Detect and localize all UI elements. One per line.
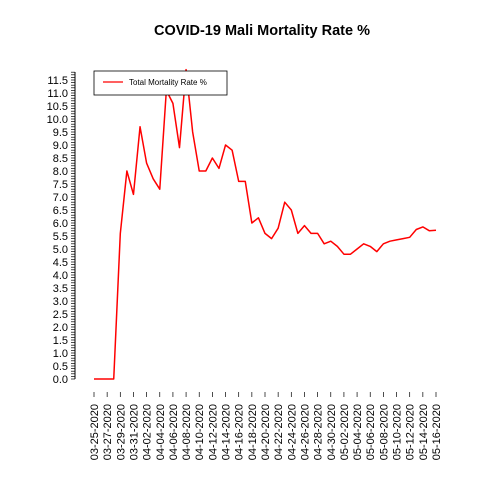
x-tick-label: 04-12-2020	[207, 404, 219, 460]
legend: Total Mortality Rate %	[94, 71, 227, 95]
legend-label: Total Mortality Rate %	[129, 78, 207, 87]
y-tick-label: 4.5	[53, 257, 68, 269]
x-tick-label: 05-12-2020	[405, 404, 417, 460]
x-tick-label: 05-06-2020	[365, 404, 377, 460]
y-axis: 0.00.51.01.52.02.53.03.54.04.55.05.56.06…	[47, 72, 75, 386]
y-tick-label: 3.0	[53, 296, 68, 308]
x-tick-label: 04-10-2020	[194, 404, 206, 460]
x-tick-label: 05-10-2020	[392, 404, 404, 460]
x-tick-label: 03-27-2020	[102, 404, 114, 460]
x-tick-label: 04-22-2020	[273, 404, 285, 460]
x-tick-label: 05-16-2020	[431, 404, 443, 460]
y-tick-label: 0.0	[53, 374, 68, 386]
x-tick-label: 04-28-2020	[313, 404, 325, 460]
x-tick-label: 04-16-2020	[234, 404, 246, 460]
x-tick-label: 05-08-2020	[378, 404, 390, 460]
y-tick-label: 4.0	[53, 270, 68, 282]
x-tick-label: 05-02-2020	[339, 404, 351, 460]
x-axis: 03-25-2020 03-27-2020 03-29-2020 03-31-2020…	[89, 392, 443, 460]
chart-title: COVID-19 Mali Mortality Rate %	[154, 23, 370, 39]
y-tick-label: 5.0	[53, 244, 68, 256]
y-tick-label: 1.5	[53, 335, 68, 347]
y-tick-label: 2.0	[53, 322, 68, 334]
y-tick-label: 9.0	[53, 140, 68, 152]
y-tick-label: 11.5	[47, 75, 68, 87]
x-tick-label: 05-14-2020	[418, 404, 430, 460]
x-tick-label: 04-26-2020	[299, 404, 311, 460]
x-tick-label: 04-14-2020	[221, 404, 233, 460]
y-tick-label: 6.0	[53, 218, 68, 230]
y-tick-label: 10.0	[47, 114, 68, 126]
x-tick-label: 03-31-2020	[128, 404, 140, 460]
x-tick-label: 04-20-2020	[260, 404, 272, 460]
y-tick-label: 9.5	[53, 127, 68, 139]
y-tick-label: 8.0	[53, 166, 68, 178]
x-tick-label: 04-06-2020	[168, 404, 180, 460]
x-tick-label: 04-30-2020	[326, 404, 338, 460]
y-tick-label: 5.5	[53, 231, 68, 243]
x-tick-label: 04-02-2020	[142, 404, 154, 460]
x-tick-label: 03-29-2020	[115, 404, 127, 460]
y-tick-label: 10.5	[47, 101, 68, 113]
series-line-total-mortality-rate	[94, 70, 436, 379]
y-tick-label: 2.5	[53, 309, 68, 321]
x-tick-label: 04-08-2020	[181, 404, 193, 460]
y-tick-label: 6.5	[53, 205, 68, 217]
x-tick-label: 04-04-2020	[155, 404, 167, 460]
y-tick-label: 11.0	[47, 88, 68, 100]
x-tick-label: 04-24-2020	[286, 404, 298, 460]
y-tick-label: 8.5	[53, 153, 68, 165]
x-tick-label: 05-04-2020	[352, 404, 364, 460]
y-tick-label: 7.0	[53, 192, 68, 204]
y-tick-label: 3.5	[53, 283, 68, 295]
x-tick-label: 04-18-2020	[247, 404, 259, 460]
y-tick-label: 0.5	[53, 361, 68, 373]
y-tick-label: 1.0	[53, 348, 68, 360]
series-layer	[94, 70, 436, 379]
y-tick-label: 7.5	[53, 179, 68, 191]
x-tick-label: 03-25-2020	[89, 404, 101, 460]
